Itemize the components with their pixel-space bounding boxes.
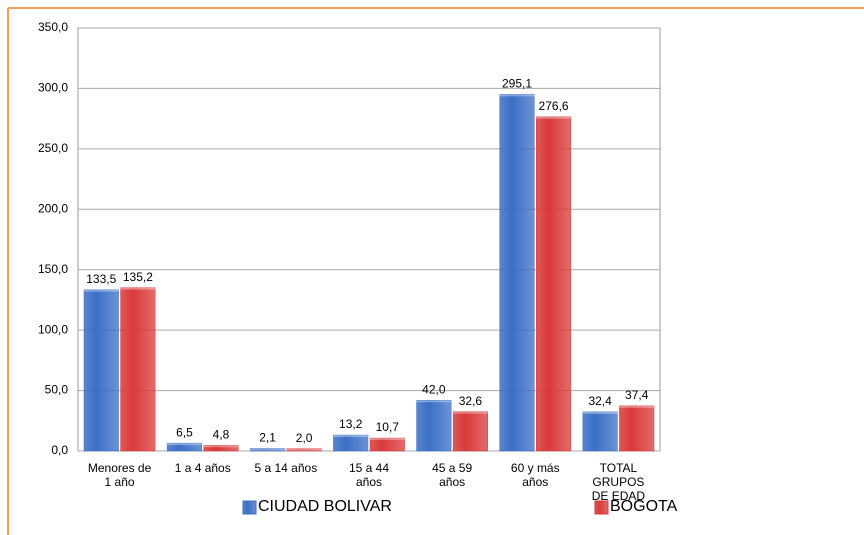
x-tick-label: 15 a 44 años	[348, 461, 390, 489]
value-label: 6,5	[176, 425, 193, 439]
y-tick-label: 50,0	[45, 383, 69, 397]
bar-top	[286, 448, 322, 451]
x-tick-label: 45 a 59 años	[432, 461, 473, 489]
bar	[499, 94, 535, 452]
legend-label: BOGOTA	[610, 498, 678, 515]
value-label: 10,7	[376, 420, 400, 434]
bar	[369, 437, 405, 452]
bar-top	[120, 287, 156, 290]
legend-label: CIUDAD BOLIVAR	[258, 498, 392, 515]
bar	[250, 448, 286, 452]
y-tick-label: 200,0	[38, 201, 68, 215]
y-tick-label: 350,0	[38, 20, 68, 34]
value-label: 276,6	[539, 99, 569, 113]
bar	[333, 434, 369, 452]
bar-top	[250, 448, 285, 451]
y-tick-label: 250,0	[38, 141, 68, 155]
value-label: 42,0	[422, 382, 446, 396]
bar-top	[370, 438, 405, 441]
bar-top	[167, 443, 202, 446]
value-label: 2,0	[296, 431, 313, 445]
bar-top	[499, 94, 535, 97]
x-tick-label: 1 a 4 años	[174, 461, 231, 475]
value-label: 4,8	[213, 427, 230, 441]
y-tick-label: 100,0	[38, 322, 68, 336]
bar	[166, 442, 202, 452]
value-label: 13,2	[339, 417, 363, 431]
legend-swatch	[242, 500, 257, 515]
value-label: 32,6	[459, 394, 483, 408]
plot-area	[77, 27, 661, 452]
x-tick-label: 5 a 14 años	[254, 461, 318, 475]
y-tick-label: 300,0	[38, 81, 68, 95]
bar	[416, 399, 452, 452]
bar	[83, 289, 119, 452]
bar-top	[333, 435, 368, 438]
value-label: 135,2	[123, 270, 153, 284]
x-tick-label: TOTAL GRUPOS DE EDAD	[591, 461, 646, 503]
value-label: 2,1	[259, 431, 276, 445]
bar	[120, 287, 156, 452]
bar	[452, 411, 488, 452]
bar-top	[453, 411, 488, 414]
bar	[286, 448, 322, 452]
bar-top	[536, 116, 571, 119]
value-label: 133,5	[86, 272, 116, 286]
bar	[619, 405, 655, 452]
value-label: 295,1	[502, 77, 532, 91]
legend-swatch	[594, 500, 609, 515]
bar-top	[83, 289, 119, 292]
y-tick-label: 150,0	[38, 262, 68, 276]
x-tick-label: 60 y más años	[510, 461, 560, 489]
value-label: 37,4	[625, 388, 649, 402]
bar-top	[582, 411, 618, 414]
bar-top	[416, 400, 452, 403]
bar	[582, 411, 618, 452]
bar-top	[203, 445, 239, 448]
value-label: 32,4	[588, 394, 612, 408]
bar-top	[619, 405, 655, 408]
bar	[203, 444, 239, 452]
bar	[536, 116, 572, 452]
x-tick-label: Menores de 1 año	[87, 461, 152, 489]
y-tick-label: 0,0	[51, 443, 68, 457]
